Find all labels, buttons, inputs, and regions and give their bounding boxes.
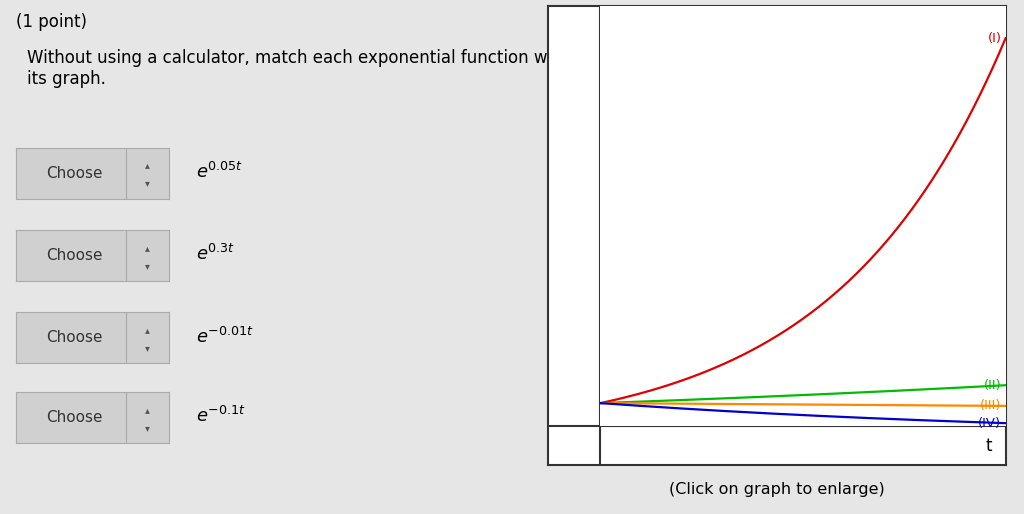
Text: $e^{-0.01t}$: $e^{-0.01t}$: [197, 326, 254, 347]
Text: $e^{0.3t}$: $e^{0.3t}$: [197, 244, 236, 265]
Text: (Click on graph to enlarge): (Click on graph to enlarge): [669, 482, 885, 497]
Text: (1 point): (1 point): [16, 13, 87, 31]
Text: t: t: [985, 437, 992, 455]
Text: $e^{-0.1t}$: $e^{-0.1t}$: [197, 406, 246, 427]
Text: (II): (II): [984, 379, 1001, 392]
Text: $e^{0.05t}$: $e^{0.05t}$: [197, 162, 244, 182]
Text: (IV): (IV): [978, 417, 1001, 430]
Text: Without using a calculator, match each exponential function with
its graph.: Without using a calculator, match each e…: [27, 49, 569, 87]
Text: (I): (I): [987, 32, 1001, 45]
Text: (III): (III): [980, 399, 1001, 412]
